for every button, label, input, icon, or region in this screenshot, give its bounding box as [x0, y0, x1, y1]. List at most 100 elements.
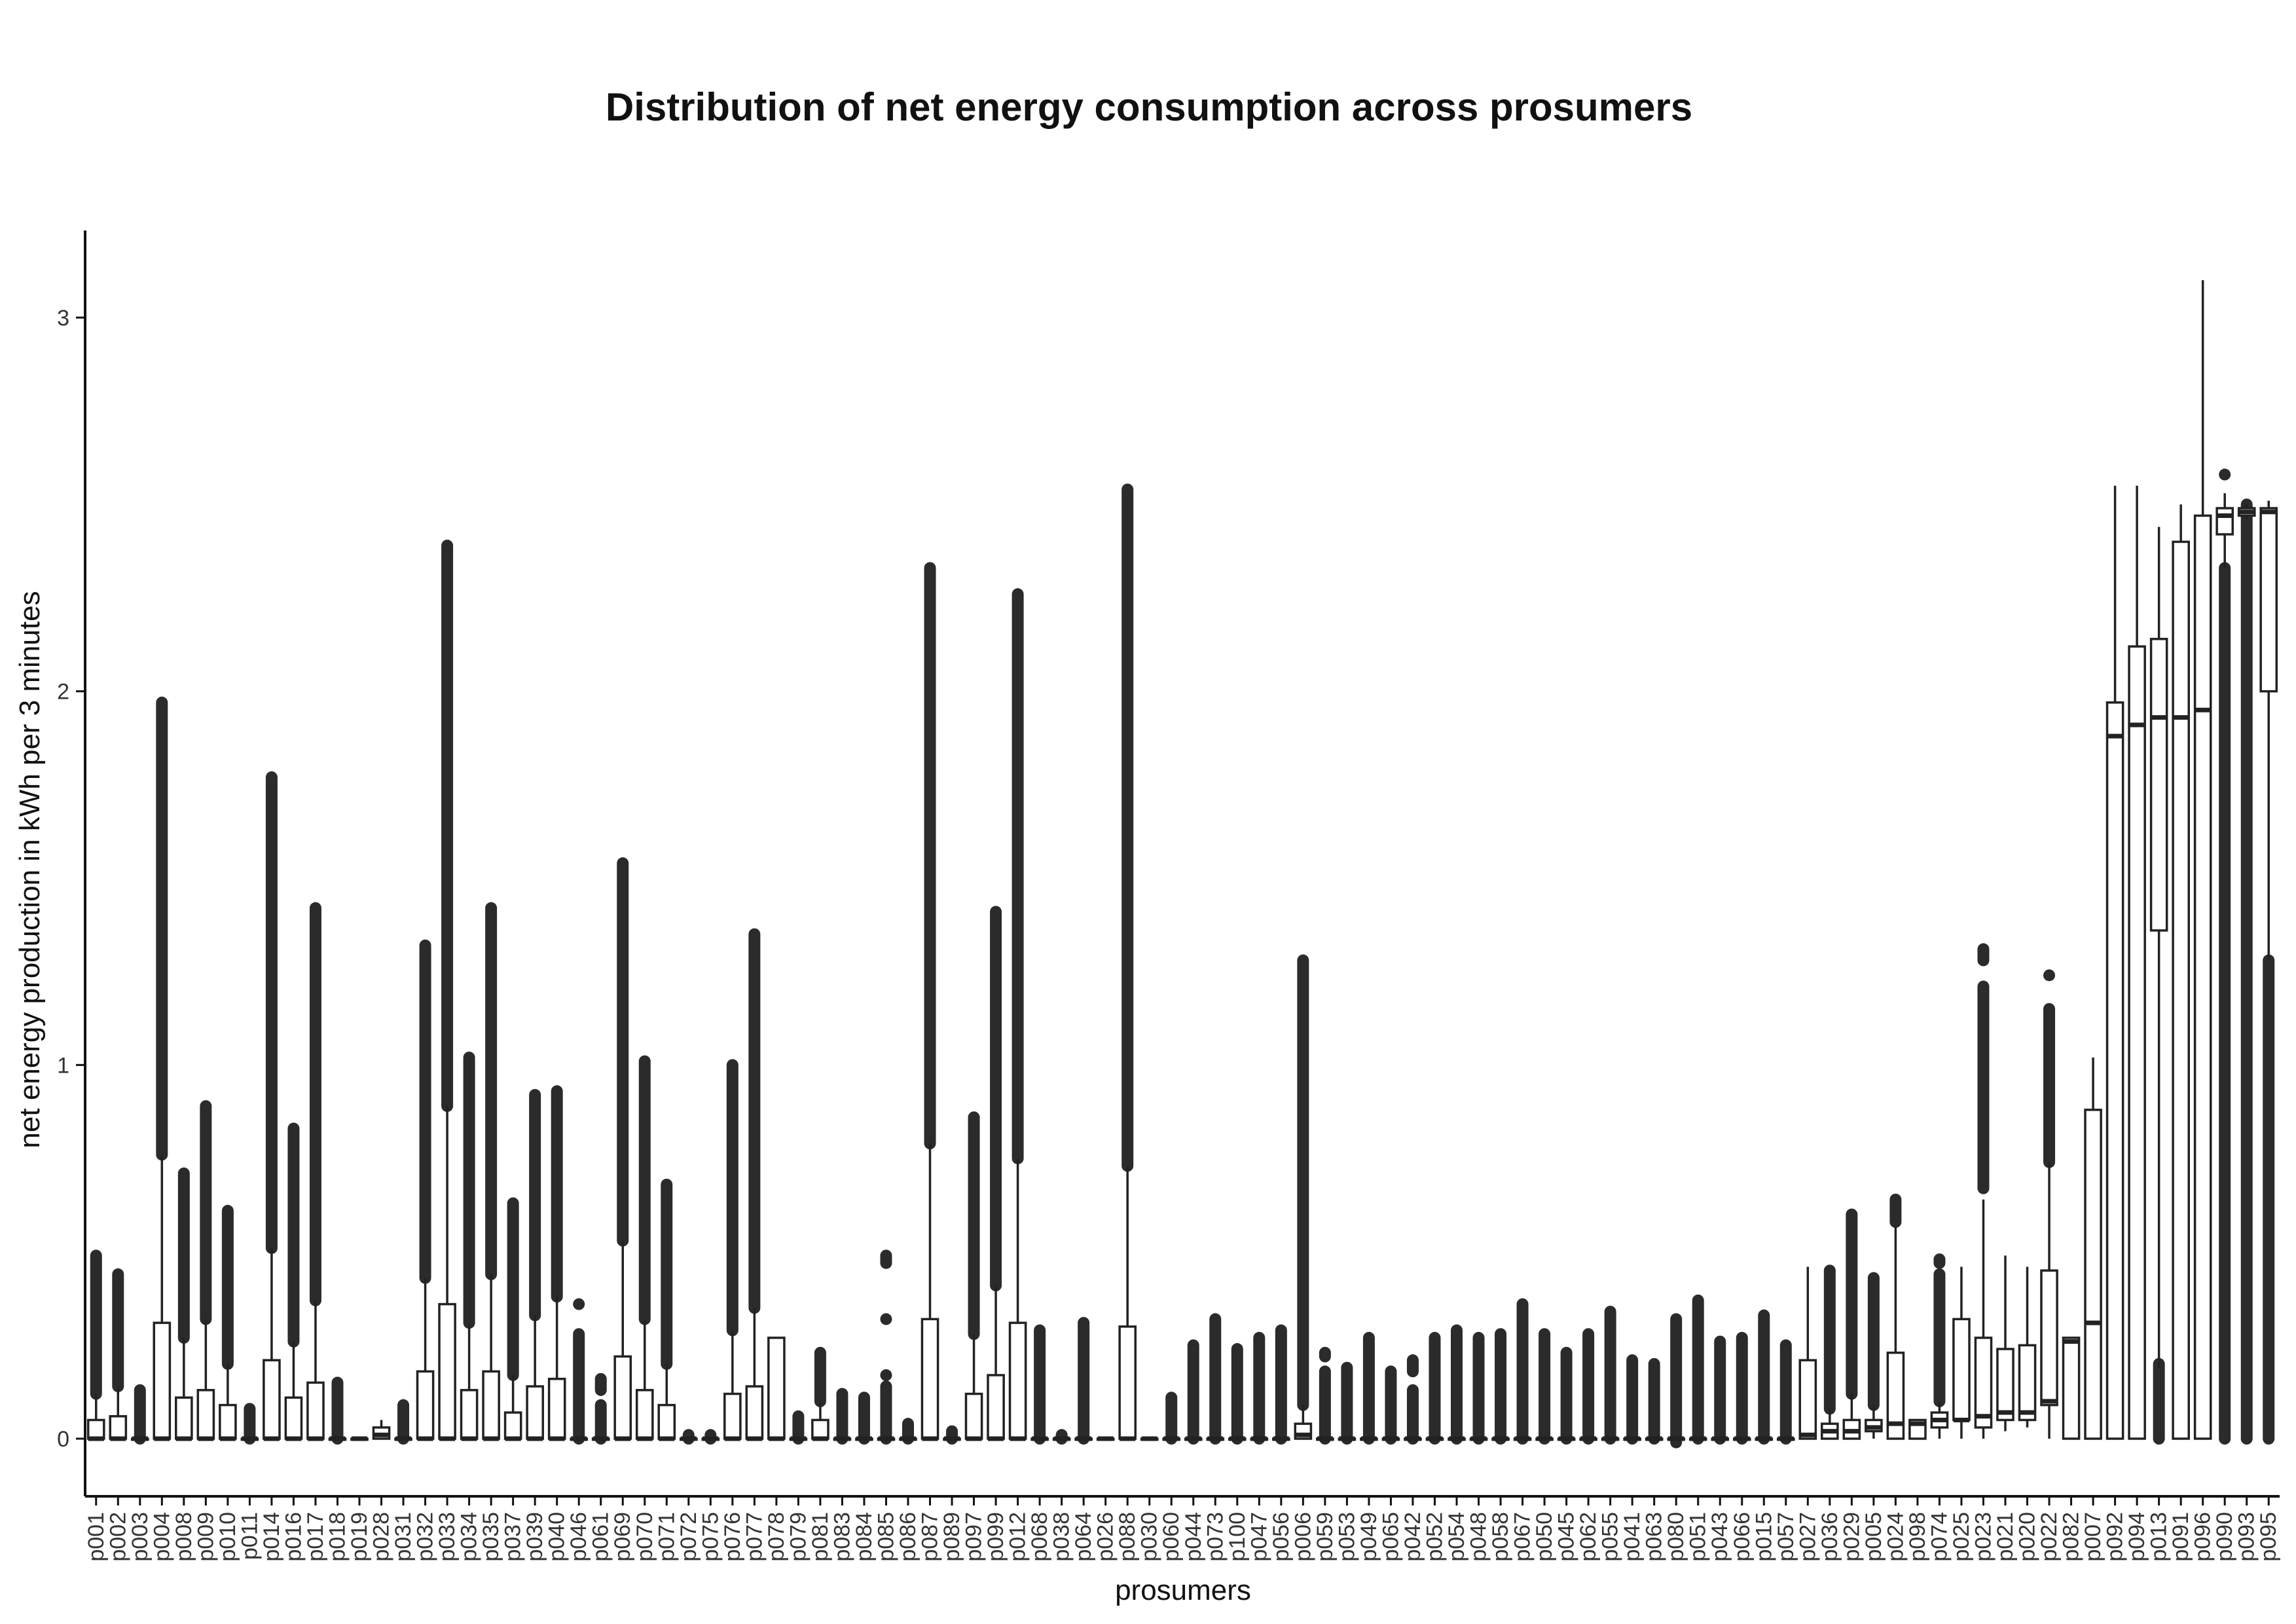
box-p065 — [1381, 1365, 1400, 1445]
x-tick-label: p048 — [1467, 1512, 1491, 1562]
x-tick-label: p078 — [764, 1512, 789, 1562]
x-tick-label: p017 — [303, 1512, 328, 1562]
box-p019 — [350, 1436, 369, 1441]
y-axis-title: net energy production in kWh per 3 minut… — [14, 591, 46, 1148]
x-tick-label: p067 — [1510, 1512, 1535, 1562]
x-tick-label: p074 — [1927, 1512, 1952, 1562]
box-p023 — [1974, 943, 1993, 1439]
box-p073 — [1206, 1313, 1225, 1445]
box-p062 — [1579, 1328, 1597, 1445]
x-tick-label: p093 — [2234, 1512, 2259, 1562]
x-tick-label: p079 — [786, 1512, 811, 1562]
x-tick-label: p085 — [873, 1512, 898, 1562]
box-p054 — [1448, 1324, 1466, 1445]
outlier-point — [2043, 969, 2056, 982]
iqr-box — [987, 1374, 1005, 1440]
outlier-point — [573, 1298, 585, 1310]
box-p055 — [1601, 1305, 1620, 1445]
x-tick-label: p046 — [566, 1512, 591, 1562]
x-tick-label: p061 — [589, 1512, 613, 1562]
x-tick-label: p076 — [720, 1512, 745, 1562]
iqr-box — [964, 1392, 983, 1440]
box-p053 — [1338, 1361, 1357, 1445]
iqr-box — [2259, 507, 2278, 693]
iqr-box — [416, 1370, 435, 1440]
x-tick-label: p100 — [1225, 1512, 1250, 1562]
x-tick-label: p071 — [654, 1512, 679, 1562]
box-p032 — [416, 939, 435, 1441]
x-tick-label: p027 — [1795, 1512, 1820, 1562]
x-tick-label: p083 — [829, 1512, 854, 1562]
x-tick-label: p096 — [2191, 1512, 2215, 1562]
x-tick-label: p038 — [1049, 1512, 1074, 1562]
box-p037 — [503, 1197, 522, 1441]
chart-title: Distribution of net energy consumption a… — [606, 85, 1692, 129]
x-tick-label: p005 — [1861, 1512, 1886, 1562]
box-p036 — [1821, 1264, 1839, 1440]
iqr-box — [2172, 540, 2190, 1440]
iqr-box — [438, 1302, 456, 1440]
box-p035 — [482, 902, 500, 1441]
x-tick-label: p030 — [1137, 1512, 1162, 1562]
iqr-box — [263, 1359, 281, 1440]
box-p043 — [1711, 1335, 1730, 1445]
x-tick-label: p047 — [1247, 1512, 1271, 1562]
x-tick-label: p022 — [2037, 1512, 2062, 1562]
box-p031 — [394, 1399, 412, 1445]
x-tick-label: p007 — [2081, 1512, 2105, 1562]
x-tick-label: p087 — [918, 1512, 943, 1562]
x-axis: p001p002p003p004p008p009p010p011p014p016… — [84, 1495, 2281, 1562]
box-p080 — [1667, 1313, 1686, 1449]
iqr-box — [723, 1392, 742, 1440]
box-p009 — [196, 1100, 215, 1441]
iqr-box — [2105, 701, 2124, 1440]
x-tick-label: p060 — [1159, 1512, 1184, 1562]
box-p050 — [1535, 1328, 1554, 1445]
x-tick-label: p040 — [545, 1512, 570, 1562]
x-tick-label: p011 — [237, 1512, 262, 1560]
iqr-box — [2062, 1337, 2081, 1440]
x-tick-label: p004 — [149, 1512, 174, 1562]
box-p040 — [547, 1085, 566, 1441]
box-p016 — [284, 1122, 303, 1441]
iqr-box — [2193, 514, 2212, 1440]
x-tick-label: p065 — [1378, 1512, 1403, 1562]
x-tick-label: p088 — [1115, 1512, 1140, 1562]
x-tick-label: p089 — [939, 1512, 964, 1562]
box-p046 — [570, 1298, 589, 1445]
x-tick-label: p064 — [1071, 1512, 1096, 1562]
box-p075 — [701, 1429, 720, 1445]
x-tick-label: p032 — [413, 1512, 438, 1562]
box-p082 — [2062, 1337, 2081, 1440]
iqr-box — [657, 1403, 676, 1440]
iqr-box — [2084, 1109, 2102, 1440]
outlier-point — [880, 1313, 892, 1325]
x-tick-label: p002 — [105, 1512, 130, 1562]
box-p085 — [877, 1249, 896, 1445]
x-tick-label: p049 — [1357, 1512, 1381, 1562]
box-p067 — [1513, 1298, 1532, 1445]
box-p083 — [833, 1388, 852, 1445]
box-p045 — [1557, 1346, 1576, 1445]
box-p025 — [1952, 1266, 1971, 1439]
iqr-box — [109, 1415, 128, 1440]
box-p021 — [1996, 1255, 2014, 1431]
box-p057 — [1776, 1339, 1795, 1445]
box-p069 — [613, 857, 632, 1441]
iqr-box — [482, 1370, 500, 1440]
box-p015 — [1755, 1309, 1774, 1445]
x-tick-label: p055 — [1598, 1512, 1623, 1562]
x-tick-label: p082 — [2059, 1512, 2084, 1562]
box-p094 — [2128, 485, 2146, 1440]
x-tick-label: p056 — [1269, 1512, 1294, 1562]
x-tick-label: p075 — [698, 1512, 723, 1562]
x-tick-label: p086 — [896, 1512, 920, 1562]
x-tick-label: p059 — [1313, 1512, 1338, 1562]
x-tick-label: p099 — [983, 1512, 1008, 1562]
box-p051 — [1688, 1294, 1707, 1445]
box-p076 — [723, 1059, 742, 1441]
box-p028 — [372, 1420, 391, 1440]
box-p014 — [263, 771, 281, 1441]
x-tick-label: p012 — [1006, 1512, 1030, 1562]
